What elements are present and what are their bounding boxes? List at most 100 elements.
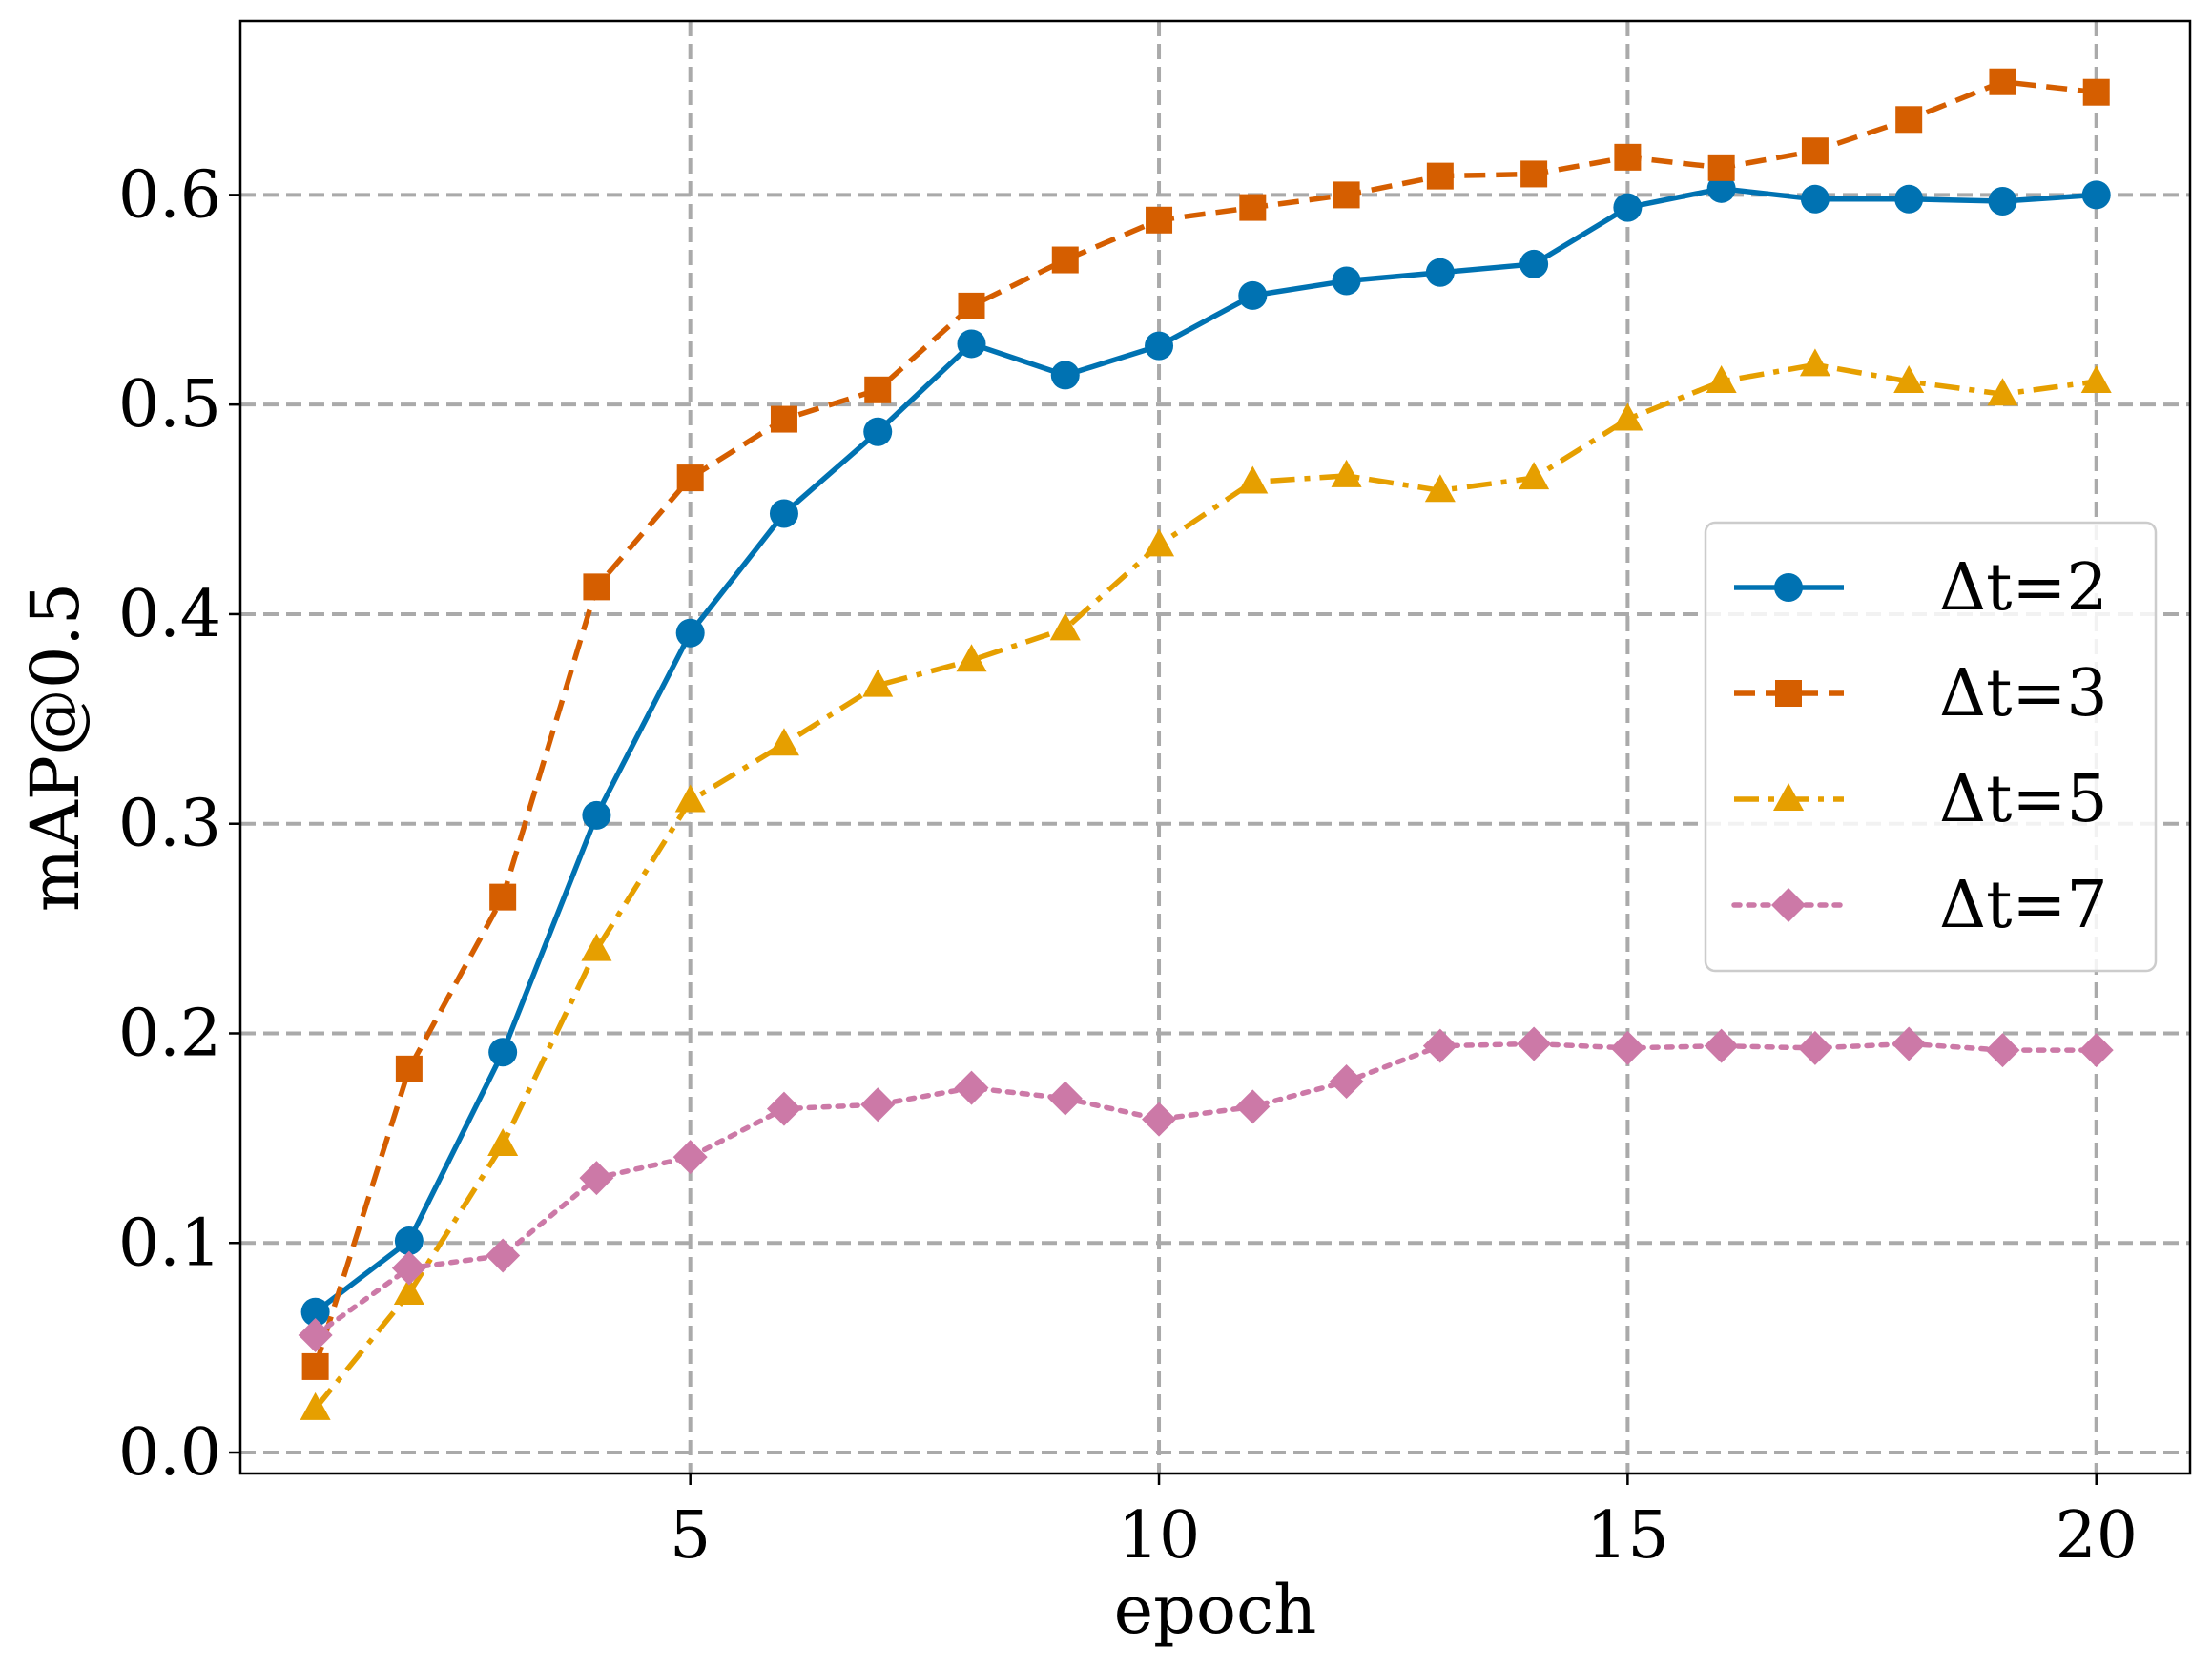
data-point bbox=[1424, 474, 1456, 503]
x-tick-label: 10 bbox=[1118, 1498, 1201, 1574]
data-point bbox=[863, 417, 893, 446]
data-point bbox=[1895, 106, 1923, 134]
legend-label: Δt=3 bbox=[1939, 656, 2108, 731]
data-point bbox=[860, 1087, 896, 1123]
legend-label: Δt=7 bbox=[1939, 868, 2108, 943]
data-point bbox=[1050, 361, 1080, 390]
data-point bbox=[1610, 1030, 1645, 1065]
data-point bbox=[300, 1297, 330, 1327]
data-point bbox=[583, 573, 610, 601]
data-point bbox=[957, 329, 986, 359]
data-point bbox=[1707, 154, 1735, 181]
data-point bbox=[1239, 194, 1267, 221]
data-point bbox=[394, 1226, 424, 1256]
series-line bbox=[313, 361, 2098, 1411]
x-tick-label: 5 bbox=[670, 1498, 711, 1574]
series-line bbox=[312, 78, 2098, 1368]
x-axis-label: epoch bbox=[1114, 1571, 1317, 1649]
data-point bbox=[486, 1238, 521, 1273]
data-point bbox=[1704, 1028, 1739, 1063]
legend-marker bbox=[1773, 783, 1804, 811]
legend-marker bbox=[1775, 680, 1802, 707]
data-point bbox=[1985, 1033, 2020, 1068]
y-tick-label: 0.1 bbox=[118, 1205, 221, 1281]
data-point bbox=[1426, 162, 1454, 190]
legend-entry: Δt=2 bbox=[1734, 550, 2108, 626]
x-tick-label: 20 bbox=[2055, 1498, 2138, 1574]
data-point bbox=[1422, 1028, 1457, 1063]
series-2 bbox=[301, 68, 2110, 1380]
data-point bbox=[487, 1127, 519, 1156]
data-point bbox=[956, 644, 987, 672]
data-point bbox=[676, 464, 704, 492]
series-line bbox=[313, 186, 2097, 1314]
data-point bbox=[768, 728, 799, 756]
legend-entry: Δt=5 bbox=[1734, 762, 2108, 837]
data-point bbox=[393, 1276, 424, 1305]
data-point bbox=[769, 499, 798, 528]
y-tick-label: 0.5 bbox=[118, 367, 221, 443]
data-point bbox=[300, 1391, 331, 1420]
data-point bbox=[770, 405, 797, 433]
data-point bbox=[1049, 612, 1081, 641]
data-point bbox=[1238, 280, 1268, 310]
legend-box bbox=[1704, 521, 2158, 973]
data-point bbox=[488, 1038, 518, 1067]
data-point bbox=[2081, 180, 2111, 210]
data-point bbox=[1613, 193, 1643, 222]
data-point bbox=[1706, 365, 1737, 394]
data-point bbox=[2078, 1033, 2114, 1068]
data-point bbox=[1517, 1026, 1552, 1061]
x-tick-label: 15 bbox=[1586, 1498, 1669, 1574]
y-tick-label: 0.2 bbox=[118, 996, 221, 1071]
data-point bbox=[1989, 68, 2016, 95]
data-point bbox=[1797, 1030, 1832, 1065]
data-point bbox=[1988, 187, 2017, 216]
series-1 bbox=[300, 174, 2111, 1327]
data-point bbox=[1235, 1089, 1271, 1124]
data-point bbox=[1519, 462, 1550, 490]
data-point bbox=[579, 1161, 614, 1196]
series-4 bbox=[298, 1026, 2114, 1352]
plot-frame bbox=[238, 19, 2192, 1475]
legend-marker bbox=[1771, 888, 1806, 922]
data-point bbox=[1894, 184, 1924, 214]
data-point bbox=[1047, 1081, 1083, 1116]
series-3 bbox=[300, 348, 2112, 1420]
legend-label: Δt=2 bbox=[1939, 550, 2108, 626]
data-point bbox=[864, 376, 892, 403]
data-point bbox=[1332, 266, 1361, 296]
legend-label: Δt=5 bbox=[1939, 762, 2108, 837]
data-point bbox=[1329, 1064, 1364, 1100]
data-point bbox=[1706, 174, 1736, 203]
data-point bbox=[1801, 137, 1829, 165]
data-point bbox=[489, 883, 517, 911]
data-point bbox=[1144, 528, 1175, 557]
data-point bbox=[581, 933, 612, 961]
y-tick-label: 0.4 bbox=[118, 577, 221, 652]
grid-layer bbox=[240, 21, 2190, 1473]
data-point bbox=[1237, 465, 1269, 494]
data-point bbox=[675, 618, 705, 648]
data-point bbox=[1987, 378, 2018, 406]
data-point bbox=[298, 1317, 333, 1352]
data-point bbox=[672, 1140, 708, 1175]
legend-marker bbox=[1774, 573, 1803, 602]
data-point bbox=[1893, 365, 1925, 394]
tick-layer: 5 10 15 20 0.0 0.1 0.2 0.3 0.4 0.5 0.6 bbox=[118, 157, 2138, 1574]
series-layer bbox=[298, 68, 2114, 1420]
data-point bbox=[1051, 246, 1079, 274]
data-point bbox=[1520, 160, 1548, 188]
data-point bbox=[1892, 1026, 1927, 1061]
data-point bbox=[1145, 331, 1174, 361]
data-point bbox=[1333, 181, 1360, 209]
y-axis-label: mAP@0.5 bbox=[16, 583, 94, 912]
data-point bbox=[766, 1091, 801, 1126]
data-point bbox=[1146, 206, 1173, 234]
data-point bbox=[1614, 143, 1642, 171]
legend-entry: Δt=7 bbox=[1731, 868, 2108, 943]
data-point bbox=[1142, 1102, 1177, 1137]
y-tick-label: 0.0 bbox=[118, 1415, 221, 1491]
data-point bbox=[582, 800, 611, 830]
